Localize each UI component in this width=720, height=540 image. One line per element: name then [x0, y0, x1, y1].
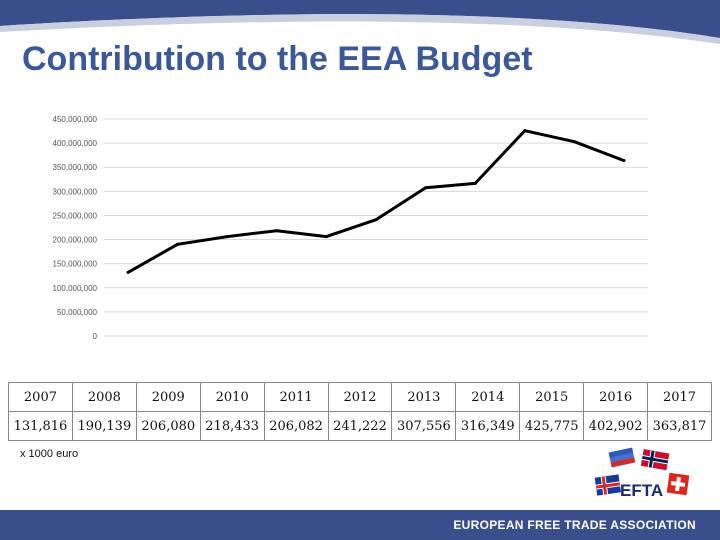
- contribution-line-chart: 450,000,000 400,000,000 350,000,000 300,000…: [53, 115, 648, 341]
- table-cell-year: 2012: [327, 382, 393, 412]
- table-cell-year: 2011: [263, 382, 329, 412]
- footer-text: EUROPEAN FREE TRADE ASSOCIATION: [453, 518, 696, 532]
- table-cell-value: 425,775: [519, 411, 585, 441]
- efta-logo: EFTA: [594, 447, 690, 500]
- table-cell-value: 131,816: [8, 411, 73, 441]
- y-tick-label: 250,000,000: [53, 211, 98, 220]
- y-tick-label: 50,000,000: [57, 308, 98, 317]
- slide-title: Contribution to the EEA Budget: [22, 40, 533, 78]
- footer-bar: EUROPEAN FREE TRADE ASSOCIATION: [0, 510, 720, 540]
- y-axis-ticks: 450,000,000 400,000,000 350,000,000 300,000…: [53, 115, 98, 341]
- data-point: [523, 129, 527, 133]
- data-point: [126, 270, 130, 274]
- data-point: [324, 235, 328, 239]
- table-cell-value: 206,080: [135, 411, 201, 441]
- y-tick-label: 0: [93, 332, 98, 341]
- unit-note: x 1000 euro: [20, 448, 79, 460]
- table-cell-value: 402,902: [583, 411, 649, 441]
- table-cell-year: 2010: [199, 382, 265, 412]
- table-cell-value: 190,139: [71, 411, 137, 441]
- data-point: [572, 140, 576, 144]
- data-point: [622, 159, 626, 163]
- table-cell-year: 2016: [583, 382, 649, 412]
- table-cell-value: 307,556: [391, 411, 457, 441]
- table-cell-year: 2009: [135, 382, 201, 412]
- data-point: [176, 242, 180, 246]
- y-tick-label: 100,000,000: [53, 284, 98, 293]
- table-cell-year: 2013: [391, 382, 457, 412]
- y-tick-label: 400,000,000: [53, 139, 98, 148]
- data-point: [225, 235, 229, 239]
- series-line: [127, 129, 625, 274]
- table-cell-value: 316,349: [455, 411, 521, 441]
- data-table: 2007 2008 2009 2010 2011 2012 2013 2014 2015 2016…: [8, 382, 712, 441]
- table-cell-year: 2017: [647, 382, 712, 412]
- y-tick-label: 450,000,000: [53, 115, 98, 124]
- logo-text: EFTA: [620, 481, 663, 500]
- table-cell-year: 2007: [8, 382, 73, 412]
- chart-grid: [104, 118, 648, 337]
- header-swoosh: [0, 0, 720, 44]
- data-point: [473, 181, 477, 185]
- y-tick-label: 300,000,000: [53, 187, 98, 196]
- table-cell-value: 218,433: [199, 411, 265, 441]
- data-point: [424, 186, 428, 190]
- y-tick-label: 150,000,000: [53, 260, 98, 269]
- table-cell-value: 206,082: [263, 411, 329, 441]
- data-point: [275, 229, 279, 233]
- table-cell-year: 2014: [455, 382, 521, 412]
- table-row-values: 131,816 190,139 206,080 218,433 206,082 241,2…: [8, 411, 712, 441]
- data-point: [374, 218, 378, 222]
- y-tick-label: 350,000,000: [53, 163, 98, 172]
- table-cell-year: 2008: [71, 382, 137, 412]
- table-cell-year: 2015: [519, 382, 585, 412]
- y-tick-label: 200,000,000: [53, 236, 98, 245]
- table-cell-value: 241,222: [327, 411, 393, 441]
- series-points: [126, 129, 626, 274]
- table-row-years: 2007 2008 2009 2010 2011 2012 2013 2014 2015 2016…: [8, 382, 712, 412]
- table-cell-value: 363,817: [647, 411, 712, 441]
